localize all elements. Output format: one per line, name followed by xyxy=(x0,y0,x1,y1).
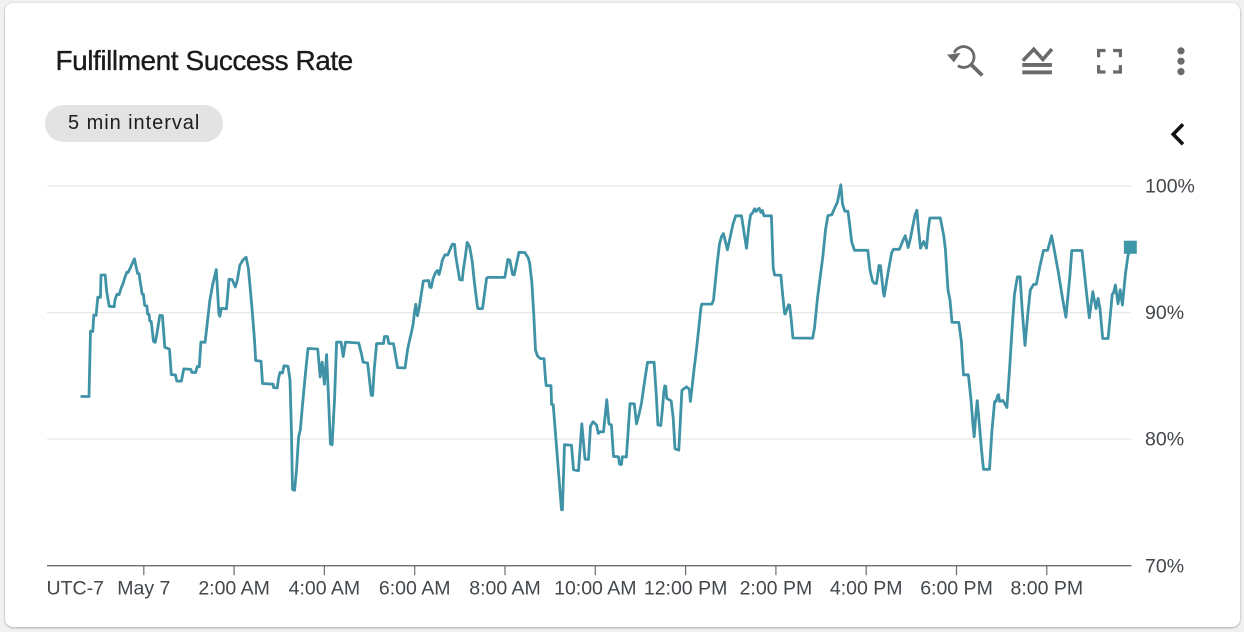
svg-text:70%: 70% xyxy=(1145,555,1184,577)
svg-text:12:00 PM: 12:00 PM xyxy=(644,578,727,600)
svg-text:80%: 80% xyxy=(1145,429,1184,451)
svg-text:8:00 AM: 8:00 AM xyxy=(469,578,541,600)
svg-text:UTC-7: UTC-7 xyxy=(47,578,104,600)
svg-text:4:00 AM: 4:00 AM xyxy=(289,578,361,600)
svg-text:90%: 90% xyxy=(1145,302,1184,324)
svg-text:10:00 AM: 10:00 AM xyxy=(554,578,636,600)
svg-text:100%: 100% xyxy=(1145,176,1195,198)
svg-text:2:00 PM: 2:00 PM xyxy=(740,578,813,600)
svg-text:6:00 AM: 6:00 AM xyxy=(379,578,451,600)
svg-text:6:00 PM: 6:00 PM xyxy=(920,578,993,600)
svg-text:8:00 PM: 8:00 PM xyxy=(1010,578,1083,600)
svg-text:2:00 AM: 2:00 AM xyxy=(198,578,270,600)
svg-text:4:00 PM: 4:00 PM xyxy=(830,578,903,600)
svg-text:May 7: May 7 xyxy=(117,578,170,600)
